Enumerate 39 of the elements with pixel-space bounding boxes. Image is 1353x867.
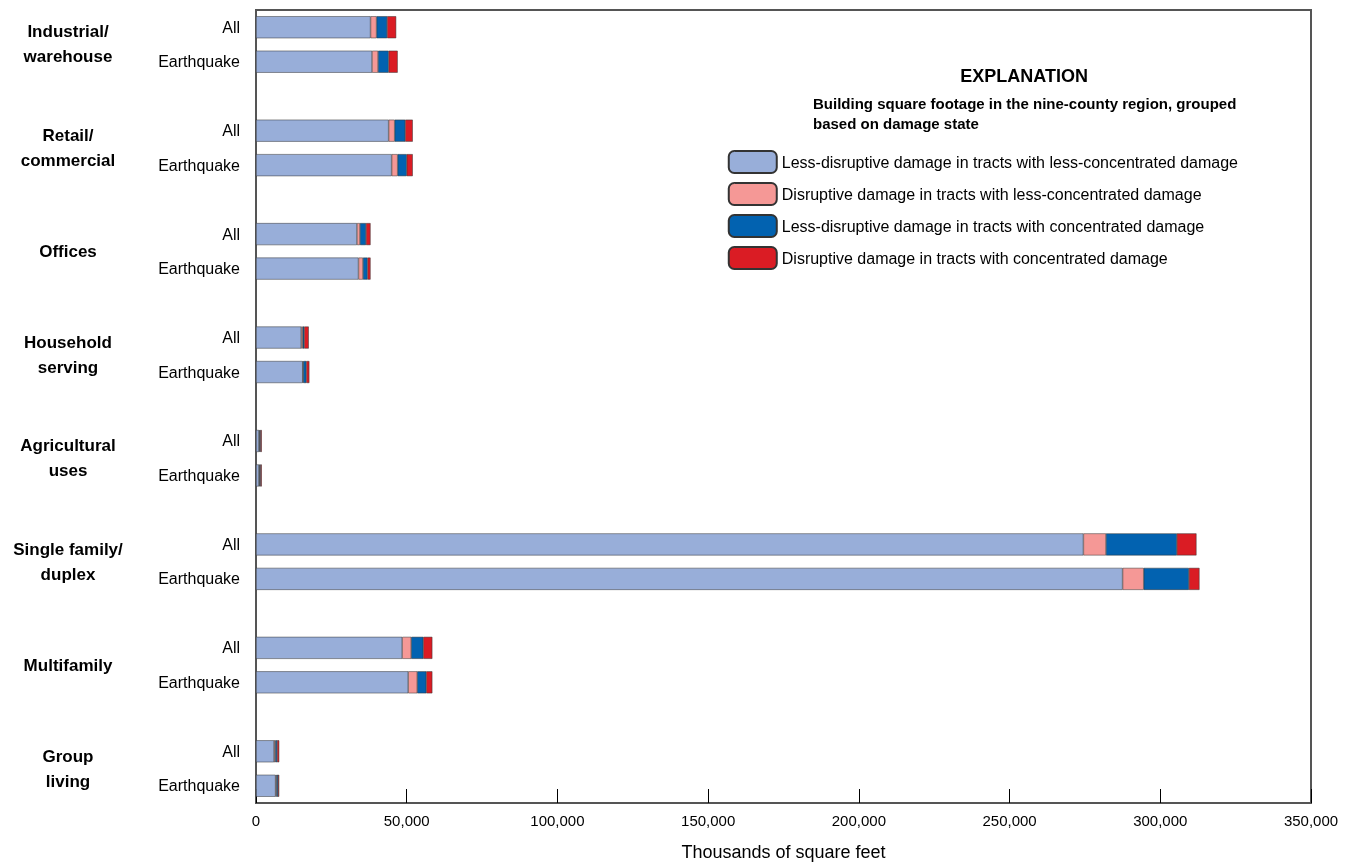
x-tick-label: 200,000: [831, 812, 886, 829]
y-tick-label: All: [222, 535, 240, 553]
legend-label: Less-disruptive damage in tracts with less-concentrated damage: [781, 153, 1239, 171]
x-tick-label: 100,000: [530, 812, 585, 829]
y-tick-label: Earthquake: [158, 570, 241, 588]
y-tick-label: All: [222, 18, 240, 36]
text: Agricultural uses: [20, 436, 116, 481]
x-tick-label: 350,000: [1283, 812, 1339, 829]
legend-title: Building square footage in the nine-county region, grouped based on damage state: [813, 94, 1241, 132]
x-tick-label: 300,000: [1133, 812, 1188, 829]
text: EXPLANATION: [960, 66, 1088, 86]
y-tick-label: Earthquake: [158, 260, 241, 278]
y-tick-label: Earthquake: [158, 53, 241, 71]
legend-label: Disruptive damage in tracts with concentrated damage: [781, 249, 1168, 267]
x-tick-label: 150,000: [681, 812, 736, 829]
text: Industrial/ warehouse: [22, 22, 113, 67]
text: Group living: [42, 746, 94, 791]
text: Offices: [39, 241, 97, 261]
x-tick-label: 250,000: [982, 812, 1037, 829]
y-tick-label: Earthquake: [158, 363, 241, 381]
y-tick-label: All: [222, 432, 240, 450]
y-tick-label: All: [222, 742, 240, 760]
x-tick-label: 0: [251, 812, 261, 829]
y-tick-label: All: [222, 122, 240, 140]
x-tick-label: 50,000: [383, 812, 430, 829]
y-tick-label: Earthquake: [158, 466, 241, 484]
text: Household serving: [24, 332, 112, 377]
y-tick-label: All: [222, 329, 240, 347]
x-axis-title: Thousands of square feet: [681, 842, 886, 862]
legend-label: Disruptive damage in tracts with less-concentrated damage: [781, 185, 1202, 203]
y-tick-label: Earthquake: [158, 777, 241, 795]
y-tick-label: Earthquake: [158, 673, 241, 691]
text: Single family/ duplex: [13, 539, 124, 584]
y-tick-label: All: [222, 225, 240, 243]
y-tick-label: All: [222, 639, 240, 657]
text: Retail/ commercial: [20, 125, 116, 170]
y-tick-label: Earthquake: [158, 156, 241, 174]
legend-label: Less-disruptive damage in tracts with concentrated damage: [781, 217, 1205, 235]
text: Multifamily: [23, 655, 113, 675]
